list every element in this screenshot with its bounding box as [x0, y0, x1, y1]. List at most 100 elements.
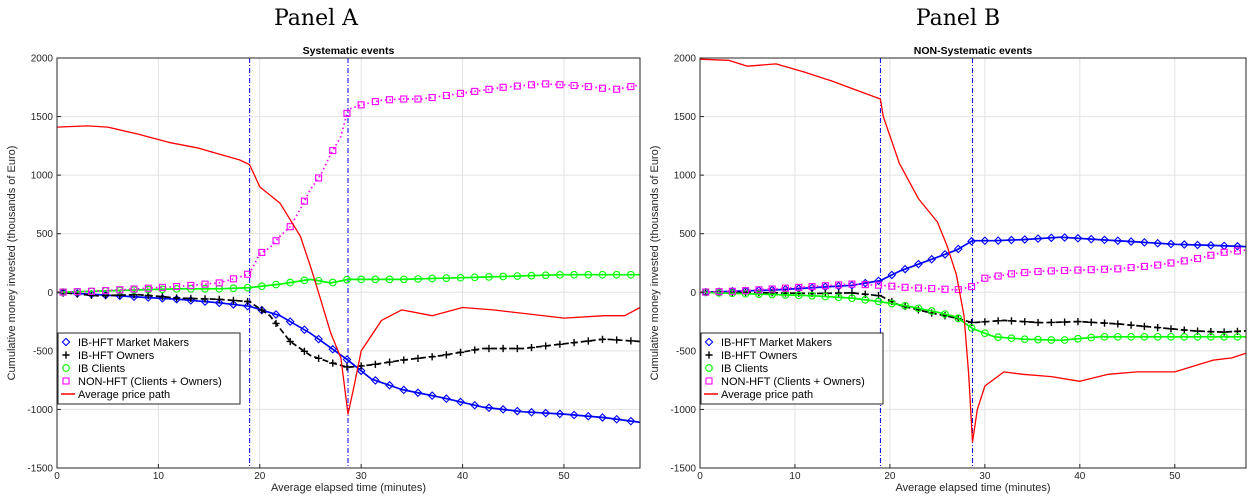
data-point	[413, 388, 423, 398]
data-point	[967, 324, 976, 332]
data-point	[1179, 240, 1189, 249]
axes-frame	[699, 57, 1247, 469]
data-point	[715, 288, 723, 296]
data-point	[272, 280, 280, 289]
data-point	[980, 236, 990, 246]
data-point	[442, 91, 450, 100]
x-tick-label: 0	[697, 471, 703, 482]
data-point	[1100, 319, 1109, 327]
data-point	[1061, 266, 1069, 275]
data-point	[315, 174, 323, 182]
data-point	[371, 98, 379, 106]
data-point	[781, 284, 790, 292]
data-point	[414, 95, 422, 103]
y-tick-label: 500	[36, 229, 53, 240]
data-point	[1127, 264, 1135, 272]
data-point	[1206, 240, 1216, 250]
data-point	[598, 335, 607, 343]
legend-swatch	[705, 364, 713, 372]
y-tick-label: 2000	[31, 54, 54, 65]
data-point	[1193, 332, 1202, 341]
data-point	[300, 325, 309, 335]
data-point	[130, 285, 138, 293]
data-point	[356, 366, 366, 376]
data-point	[900, 264, 910, 274]
data-point	[901, 301, 909, 310]
data-point	[428, 353, 436, 361]
data-point	[835, 289, 843, 297]
data-point	[399, 385, 409, 395]
data-point	[626, 416, 636, 426]
data-point	[485, 85, 493, 93]
data-point	[456, 89, 465, 97]
data-point	[428, 274, 436, 283]
x-tick-label: 10	[153, 471, 165, 482]
data-point	[414, 354, 422, 362]
data-point	[914, 304, 923, 313]
data-point	[1087, 266, 1095, 274]
data-point	[728, 287, 736, 295]
data-point	[1074, 318, 1082, 326]
data-point	[1100, 235, 1109, 245]
y-tick-label: -1000	[27, 405, 53, 416]
data-point	[901, 283, 909, 291]
data-point	[1113, 236, 1123, 246]
y-tick-label: -500	[676, 346, 696, 357]
chart-0: 0 10 20 30 40 50 -1500 -1000 -500 0 500 1000 1500 200…	[6, 45, 641, 494]
data-point	[1073, 233, 1083, 243]
plot-area	[57, 58, 640, 468]
data-point	[940, 249, 950, 259]
legend-box	[700, 332, 884, 405]
data-point	[1154, 324, 1162, 332]
legend-label: Average price path	[78, 389, 170, 401]
data-point	[794, 291, 803, 300]
data-point	[1127, 321, 1135, 329]
data-point	[1087, 333, 1096, 342]
data-point	[229, 275, 237, 283]
x-tick-label: 0	[54, 471, 60, 482]
data-point	[1153, 238, 1163, 248]
data-point	[835, 281, 843, 289]
data-point	[541, 271, 550, 280]
data-point	[1060, 233, 1070, 242]
x-tick-label: 10	[789, 471, 801, 482]
data-point	[570, 339, 578, 347]
data-point	[874, 276, 883, 286]
data-point	[1140, 332, 1149, 341]
y-tick-label: 500	[679, 229, 696, 240]
data-point	[768, 290, 777, 299]
y-tick-label: -1500	[670, 464, 696, 475]
data-point	[343, 363, 351, 371]
data-point	[768, 285, 776, 293]
legend-swatch	[705, 377, 713, 385]
data-point	[584, 83, 592, 91]
data-point	[484, 403, 494, 413]
data-point	[187, 294, 195, 303]
axes-frame	[56, 57, 641, 469]
data-point	[187, 281, 195, 289]
x-tick-label: 40	[457, 471, 469, 482]
series-1	[56, 289, 641, 371]
data-point	[471, 346, 479, 354]
data-point	[414, 275, 422, 283]
data-point	[1127, 332, 1135, 341]
data-point	[286, 223, 294, 231]
data-point	[1180, 332, 1189, 341]
y-tick-label: 1000	[31, 171, 54, 182]
data-point	[173, 282, 181, 291]
data-point	[928, 284, 936, 293]
data-point	[214, 298, 224, 308]
data-point	[456, 397, 465, 407]
data-point	[229, 300, 238, 309]
data-point	[821, 292, 830, 301]
data-point	[527, 407, 536, 417]
data-point	[328, 344, 338, 354]
legend-label: NON-HFT (Clients + Owners)	[721, 376, 865, 388]
data-point	[861, 295, 870, 304]
data-point	[808, 291, 816, 300]
data-point	[314, 334, 323, 344]
data-point	[513, 272, 522, 280]
data-point	[1074, 266, 1082, 274]
data-point	[1047, 318, 1055, 327]
